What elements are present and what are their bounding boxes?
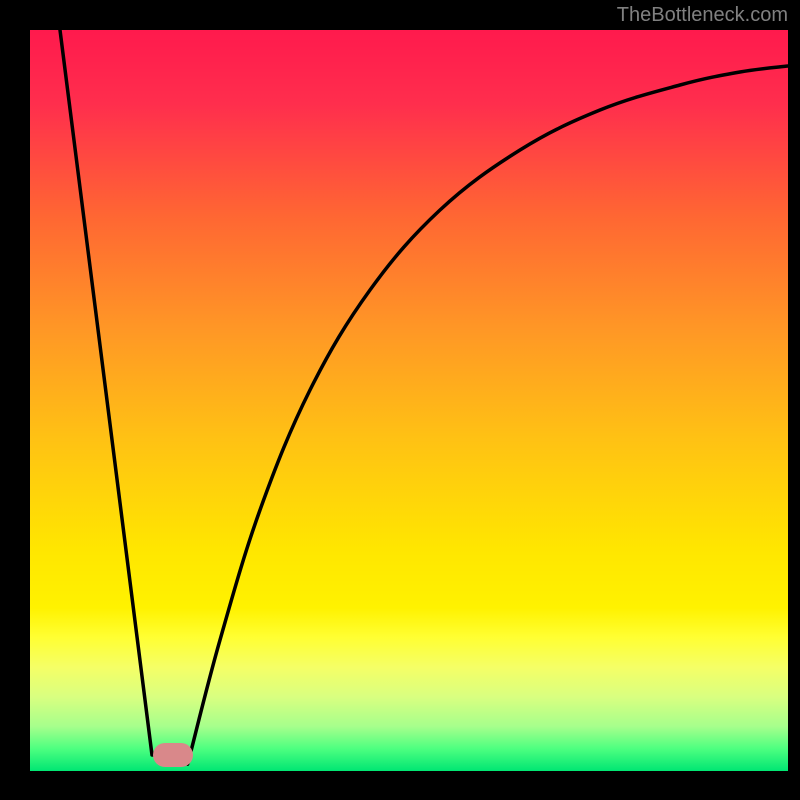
optimal-point-marker bbox=[153, 743, 193, 767]
chart-container: TheBottleneck.com bbox=[0, 0, 800, 800]
watermark-text: TheBottleneck.com bbox=[617, 4, 788, 27]
bottleneck-curve bbox=[30, 30, 788, 771]
plot-area bbox=[30, 30, 788, 771]
